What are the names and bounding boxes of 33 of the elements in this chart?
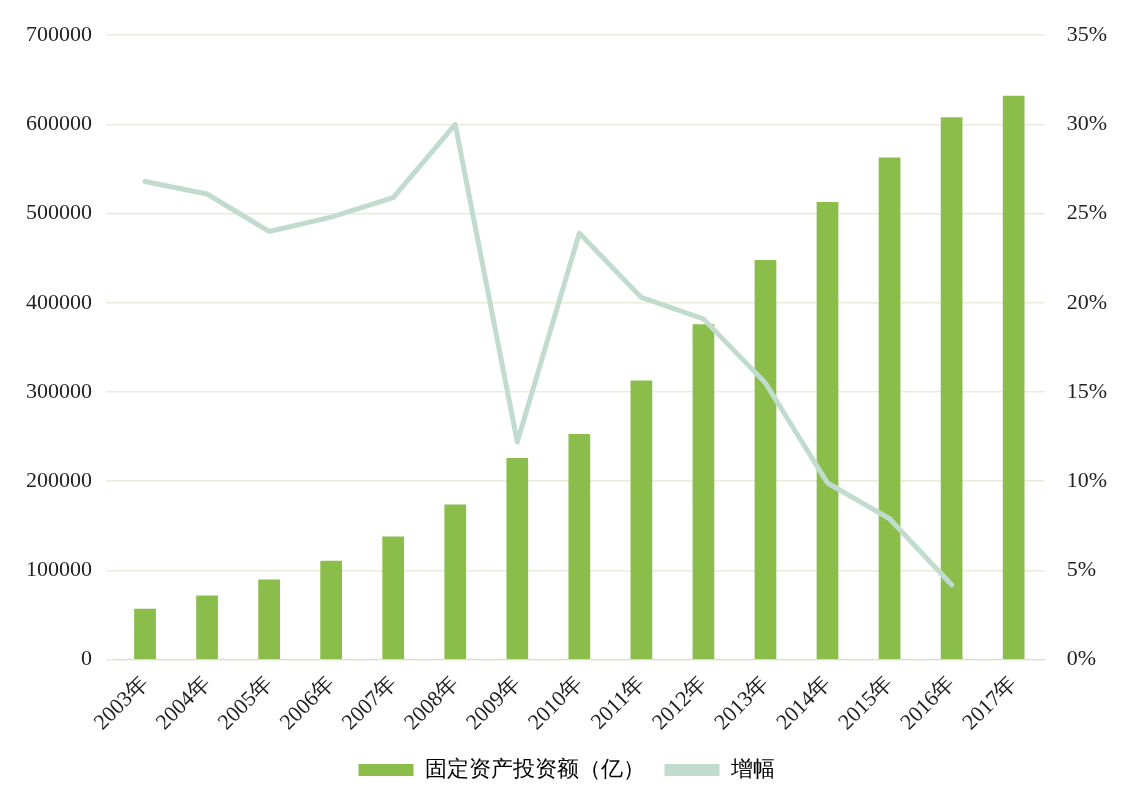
y2-tick-label: 0% — [1066, 645, 1096, 671]
y-tick-label: 300000 — [26, 377, 92, 403]
y-tick-label: 100000 — [26, 556, 92, 582]
bar — [568, 433, 591, 659]
y-tick-label: 0 — [81, 645, 92, 671]
y2-tick-label: 20% — [1066, 288, 1107, 314]
y2-tick-label: 5% — [1066, 556, 1096, 582]
bar — [816, 202, 839, 659]
y2-tick-label: 35% — [1066, 20, 1107, 46]
bar — [940, 117, 963, 659]
y-tick-label: 600000 — [26, 110, 92, 136]
bar — [258, 579, 280, 659]
bar — [878, 157, 901, 659]
y2-tick-label: 10% — [1066, 467, 1107, 493]
bar — [444, 504, 467, 659]
y-tick-label: 500000 — [26, 199, 92, 225]
y-tick-label: 700000 — [26, 20, 92, 46]
bar — [1002, 95, 1025, 659]
y2-tick-label: 25% — [1066, 199, 1107, 225]
bar — [754, 260, 777, 659]
legend-label: 增幅 — [729, 756, 775, 782]
bar — [692, 324, 715, 659]
bar — [196, 595, 218, 659]
bar — [382, 536, 405, 659]
bar — [320, 560, 343, 659]
y2-tick-label: 15% — [1066, 377, 1107, 403]
bar — [506, 458, 529, 659]
y2-tick-label: 30% — [1066, 110, 1107, 136]
y-tick-label: 200000 — [26, 467, 92, 493]
bar — [630, 380, 653, 659]
legend-label: 固定资产投资额（亿） — [424, 756, 645, 782]
bar — [134, 608, 156, 659]
y-tick-label: 400000 — [26, 288, 92, 314]
